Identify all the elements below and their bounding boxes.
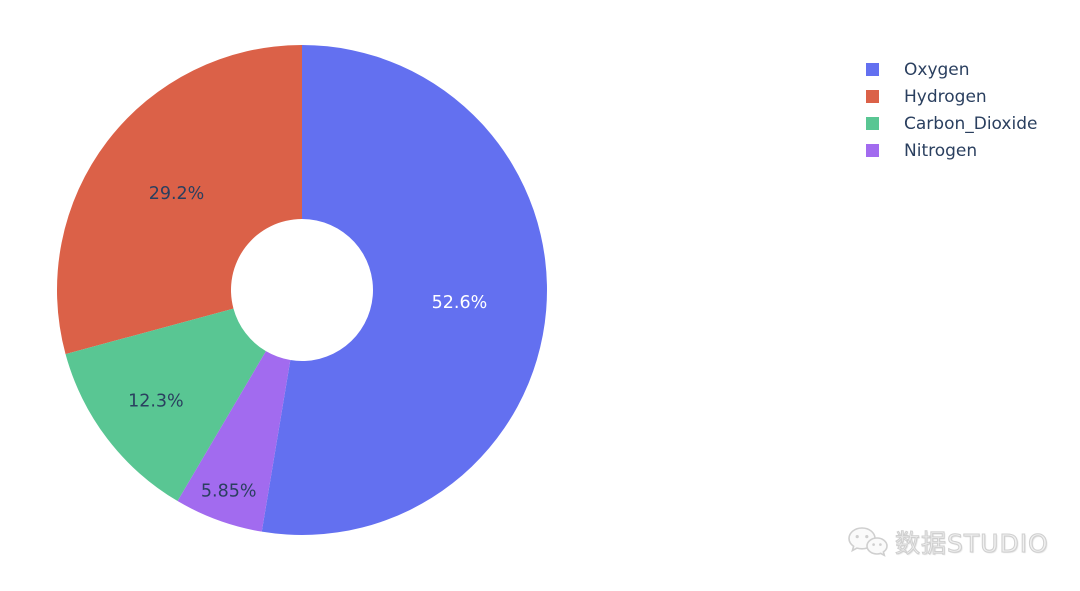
legend-label-nitrogen: Nitrogen <box>904 140 978 161</box>
legend-label-oxygen: Oxygen <box>904 59 970 80</box>
slice-label-carbon_dioxide: 12.3% <box>128 391 184 411</box>
watermark: 数据STUDIO <box>846 524 1049 560</box>
legend-item-hydrogen[interactable]: Hydrogen <box>866 83 1037 110</box>
legend-swatch-carbon-dioxide <box>866 117 879 130</box>
pie-slice-carbon_dioxide[interactable] <box>65 308 266 502</box>
chart-legend: Oxygen Hydrogen Carbon_Dioxide Nitrogen <box>866 56 1037 164</box>
pie-slice-hydrogen[interactable] <box>56 45 302 355</box>
legend-swatch-oxygen <box>866 63 879 76</box>
legend-item-carbon-dioxide[interactable]: Carbon_Dioxide <box>866 110 1037 137</box>
legend-label-carbon-dioxide: Carbon_Dioxide <box>904 113 1038 134</box>
legend-item-oxygen[interactable]: Oxygen <box>866 56 1037 83</box>
pie-slice-nitrogen[interactable] <box>177 351 291 532</box>
pie-slice-oxygen[interactable] <box>261 45 547 535</box>
slice-label-hydrogen: 29.2% <box>149 184 205 204</box>
legend-label-hydrogen: Hydrogen <box>904 86 987 107</box>
legend-swatch-nitrogen <box>866 144 879 157</box>
wechat-icon <box>848 527 888 557</box>
slice-label-nitrogen: 5.85% <box>201 481 257 501</box>
watermark-text: 数据STUDIO <box>895 529 1049 559</box>
legend-item-nitrogen[interactable]: Nitrogen <box>866 137 1037 164</box>
legend-swatch-hydrogen <box>866 90 879 103</box>
slice-label-oxygen: 52.6% <box>432 293 488 313</box>
